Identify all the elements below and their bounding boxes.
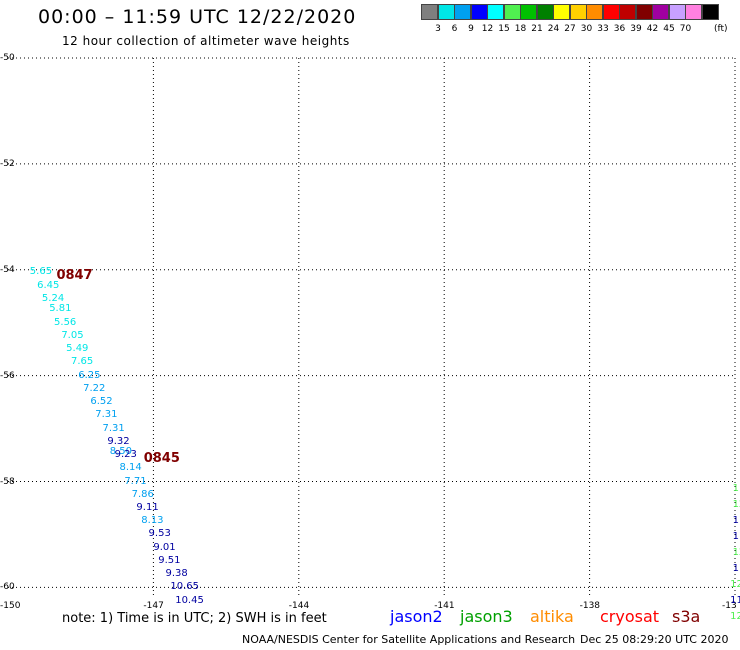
wave-height-value: 8.14 — [119, 462, 142, 474]
legend-swatch — [602, 4, 620, 20]
legend-swatch — [701, 4, 719, 20]
legend-label: 21 — [531, 24, 543, 34]
lat-tick-label: -52 — [0, 158, 15, 169]
legend-label: 3 — [435, 24, 441, 34]
legend-label: 6 — [451, 24, 458, 34]
legend-label: 33 — [597, 24, 609, 34]
wave-height-value: 5.81 — [49, 303, 72, 315]
legend-swatch — [553, 4, 570, 20]
wave-height-value: 11 — [732, 531, 740, 543]
legend-swatch — [520, 4, 537, 20]
wave-height-value: 10.65 — [170, 581, 199, 593]
legend-unit: (ft) — [714, 24, 728, 34]
legend-swatch — [437, 4, 455, 20]
wave-height-value: 1 — [732, 483, 739, 495]
lon-tick-label: -138 — [579, 601, 601, 611]
wave-height-value: 6.25 — [78, 369, 101, 381]
legend-label: 45 — [663, 24, 675, 34]
wave-height-value: 7.05 — [61, 329, 84, 341]
legend-swatch — [619, 4, 636, 20]
wave-height-value: 7.22 — [83, 382, 106, 394]
legend-label: 70 — [679, 24, 692, 34]
lon-tick-label: -144 — [288, 601, 310, 611]
satellite-label: jason2 — [390, 607, 443, 626]
wave-height-value: 9.38 — [165, 568, 188, 580]
lat-tick-label: -54 — [0, 264, 15, 275]
wave-height-value: 9.51 — [158, 554, 181, 566]
wave-height-value: 6.45 — [37, 279, 60, 291]
satellite-label: cryosat — [600, 607, 660, 626]
wave-height-value: 11.7 — [730, 594, 740, 606]
lat-tick-label: -58 — [0, 476, 15, 487]
wave-height-value: 8.13 — [141, 515, 164, 527]
legend-label: 9 — [468, 24, 474, 34]
wave-height-value: 5.56 — [54, 316, 77, 328]
wave-height-value: 9.11 — [136, 502, 159, 513]
wave-height-value: 11 — [732, 515, 740, 527]
legend-label: 42 — [646, 24, 659, 34]
wave-height-value: 11.3 — [732, 562, 740, 574]
wave-height-value: 10.45 — [175, 594, 204, 606]
wave-height-value: 8.50 — [109, 446, 133, 458]
wave-height-value: 9.01 — [153, 541, 176, 553]
lat-tick-label: -56 — [0, 370, 15, 381]
wave-height-value: 5.49 — [66, 343, 89, 355]
legend-swatch — [421, 4, 438, 20]
wave-height-value: 7.31 — [102, 422, 125, 434]
lat-tick-label: -50 — [0, 53, 15, 63]
legend-label: 15 — [498, 24, 510, 34]
legend-label: 27 — [564, 24, 576, 34]
pass-time-label: 0845 — [143, 450, 180, 466]
lon-tick-label: -141 — [434, 601, 455, 611]
legend-swatch — [635, 4, 653, 20]
legend-swatch — [668, 4, 686, 20]
wave-height-value: 12. — [732, 547, 740, 558]
legend-swatch — [569, 4, 587, 20]
satellite-label: s3a — [672, 607, 701, 626]
legend-label: 36 — [613, 24, 626, 34]
wave-height-value: 7.31 — [95, 409, 118, 421]
wave-height-value: 7.71 — [124, 475, 147, 487]
lon-tick-label: -13 — [722, 601, 737, 611]
legend-label: 30 — [580, 24, 593, 34]
footer-credit: NOAA/NESDIS Center for Satellite Applica… — [242, 633, 576, 646]
lon-tick-label: -150 — [0, 601, 21, 611]
wave-height-value: 9.23 — [114, 449, 137, 461]
legend-label: 12 — [481, 24, 494, 34]
legend-swatch — [652, 4, 669, 20]
wave-height-value: 7.65 — [71, 356, 94, 368]
legend-swatch — [685, 4, 702, 20]
legend-swatch — [586, 4, 603, 20]
wave-height-value: 5.24 — [41, 292, 65, 304]
legend-swatch — [454, 4, 471, 20]
wave-height-value: 6.52 — [90, 396, 113, 408]
wave-height-value: 9.53 — [148, 528, 171, 540]
legend-swatch — [536, 4, 554, 20]
legend-swatch — [470, 4, 488, 20]
wave-height-value: 12 — [732, 499, 740, 511]
legend-swatch — [503, 4, 521, 20]
wave-height-value: 5.65 — [29, 266, 53, 278]
map-title: 00:00 – 11:59 UTC 12/22/2020 — [38, 6, 357, 28]
wave-height-value: 12.7 — [730, 610, 740, 622]
satellite-label: altika — [530, 607, 574, 626]
legend-swatch — [487, 4, 504, 20]
wave-height-value: 7.86 — [131, 488, 154, 500]
legend-label: 39 — [630, 24, 642, 34]
legend-label: 18 — [514, 24, 527, 34]
satellite-label: jason3 — [460, 607, 513, 626]
wave-height-value: 12.3 — [730, 578, 740, 590]
footer-timestamp: Dec 25 08:29:20 UTC 2020 — [580, 633, 729, 646]
footer-note: note: 1) Time is in UTC; 2) SWH is in fe… — [62, 611, 327, 626]
map-subtitle: 12 hour collection of altimeter wave hei… — [62, 34, 350, 48]
pass-time-label: 0847 — [56, 268, 93, 284]
lat-tick-label: -60 — [0, 582, 15, 593]
wave-height-value: 9.32 — [107, 435, 130, 447]
legend-label: 24 — [547, 24, 560, 34]
lon-tick-label: -147 — [143, 601, 164, 611]
